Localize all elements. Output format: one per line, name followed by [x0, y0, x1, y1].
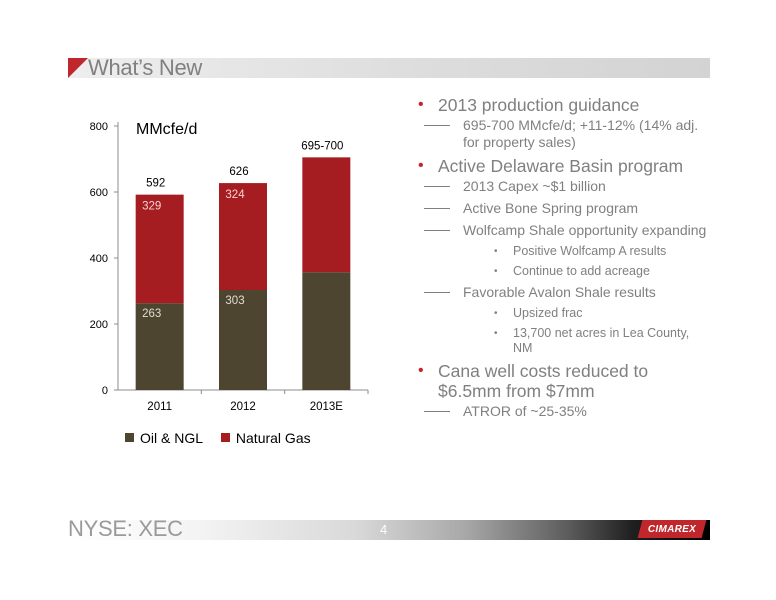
chart-svg: 0 200 400 600 800 MMcfe/d 263 329 592 2011 303 324 6…	[90, 121, 369, 413]
bullet-dot-icon: •	[418, 96, 424, 113]
sub-sub-bullet-text: Continue to add acreage	[513, 264, 650, 278]
dash-icon	[424, 411, 450, 412]
x-tick-label: 2012	[230, 401, 256, 413]
y-tick-label: 0	[102, 385, 108, 397]
sub-sub-bullet-text: 13,700 net acres in Lea County, NM	[513, 326, 690, 355]
dash-icon	[424, 292, 450, 293]
title-bar	[68, 58, 710, 78]
bar-gas	[135, 194, 184, 304]
small-dot-icon: •	[494, 246, 498, 257]
bullet-text: Active Delaware Basin program	[438, 156, 684, 176]
y-tick-label: 800	[90, 121, 108, 133]
cimarex-logo: CIMAREX	[637, 520, 707, 538]
bar-data-label: 263	[142, 308, 161, 320]
dash-icon	[424, 230, 450, 231]
bullet-dot-icon: •	[418, 362, 424, 379]
bar-total-label: 695-700	[301, 140, 343, 152]
y-axis-label: MMcfe/d	[136, 121, 197, 138]
sub-bullet-guidance-range: 695-700 MMcfe/d; +11-12% (14% adj. for p…	[418, 117, 708, 151]
bullet-cana: • Cana well costs reduced to $6.5mm from…	[418, 361, 708, 401]
title-accent-triangle	[68, 58, 88, 78]
sub-sub-bullet-acreage: • Continue to add acreage	[418, 264, 708, 279]
bar-oil	[135, 303, 184, 390]
sub-sub-bullet-lea-county: • 13,700 net acres in Lea County, NM	[418, 326, 708, 356]
sub-sub-bullet-wolfcamp-a: • Positive Wolfcamp A results	[418, 244, 708, 259]
bullet-delaware: • Active Delaware Basin program	[418, 156, 708, 176]
legend-swatch-oil	[125, 433, 134, 442]
sub-sub-bullet-frac: • Upsized frac	[418, 306, 708, 321]
bar-gas	[219, 183, 267, 291]
footer-bar	[66, 520, 710, 540]
small-dot-icon: •	[494, 308, 498, 319]
sub-bullet-capex: 2013 Capex ~$1 billion	[418, 178, 708, 195]
bar-data-label: 303	[225, 295, 244, 307]
legend-swatch-gas	[220, 433, 230, 442]
dash-icon	[424, 125, 450, 126]
sub-bullet-text: Wolfcamp Shale opportunity expanding	[463, 222, 707, 238]
legend-label-gas: Natural Gas	[235, 429, 311, 446]
page-number: 4	[380, 522, 388, 537]
sub-bullet-text: 695-700 MMcfe/d; +11-12% (14% adj. for p…	[463, 117, 699, 150]
x-tick-label: 2013E	[310, 401, 344, 413]
bar-oil	[219, 290, 267, 390]
small-dot-icon: •	[494, 328, 498, 339]
sub-sub-bullet-text: Positive Wolfcamp A results	[513, 244, 667, 258]
sub-bullet-text: Favorable Avalon Shale results	[463, 284, 656, 300]
y-tick-label: 400	[90, 253, 108, 265]
sub-bullet-text: ATROR of ~25-35%	[463, 403, 587, 419]
small-dot-icon: •	[494, 266, 498, 277]
x-tick-label: 2011	[147, 401, 172, 413]
sub-bullet-text: Active Bone Spring program	[463, 200, 639, 216]
bullet-dot-icon: •	[418, 157, 424, 174]
bullet-guidance: • 2013 production guidance	[418, 95, 708, 115]
legend-label-oil: Oil & NGL	[140, 429, 204, 446]
sub-bullet-bone-spring: Active Bone Spring program	[418, 200, 708, 217]
sub-sub-bullet-text: Upsized frac	[513, 306, 583, 320]
production-chart: 0 200 400 600 800 MMcfe/d 263 329 592 2011 303 324 6…	[70, 110, 380, 425]
content-panel	[410, 80, 710, 458]
sub-bullet-avalon: Favorable Avalon Shale results	[418, 284, 708, 301]
chart-legend: Oil & NGL Natural Gas	[125, 429, 325, 446]
sub-bullet-text: 2013 Capex ~$1 billion	[463, 178, 606, 194]
bar-gas	[302, 157, 351, 273]
ticker-symbol: NYSE: XEC	[68, 516, 183, 541]
dash-icon	[424, 186, 450, 187]
bullet-text: Cana well costs reduced to $6.5mm from $…	[438, 361, 649, 401]
y-tick-label: 600	[90, 187, 108, 199]
sub-bullet-atror: ATROR of ~25-35%	[418, 403, 708, 420]
bullet-list: • 2013 production guidance 695-700 MMcfe…	[418, 95, 708, 425]
bar-total-label: 626	[229, 166, 248, 178]
legend-item-oil: Oil & NGL	[125, 430, 203, 446]
dash-icon	[424, 208, 450, 209]
page-title: What’s New	[88, 55, 202, 80]
bar-data-label: 329	[142, 201, 161, 213]
bar-data-label: 324	[225, 189, 245, 201]
y-tick-label: 200	[90, 319, 108, 331]
bullet-text: 2013 production guidance	[438, 95, 640, 115]
logo-text: CIMAREX	[647, 523, 697, 535]
legend-item-gas: Natural Gas	[220, 429, 311, 446]
sub-bullet-wolfcamp: Wolfcamp Shale opportunity expanding	[418, 222, 708, 239]
bar-total-label: 592	[146, 178, 165, 190]
bar-oil	[302, 272, 351, 390]
